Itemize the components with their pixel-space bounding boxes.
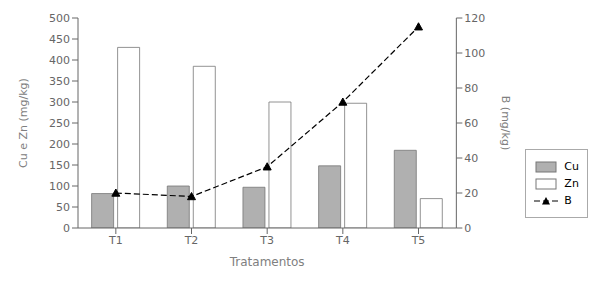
svg-text:T3: T3: [259, 234, 274, 247]
svg-text:500: 500: [49, 12, 70, 25]
svg-text:Cu e Zn (mg/kg): Cu e Zn (mg/kg): [17, 78, 30, 168]
svg-text:350: 350: [49, 75, 70, 88]
svg-text:150: 150: [49, 159, 70, 172]
svg-text:450: 450: [49, 33, 70, 46]
svg-text:T5: T5: [411, 234, 426, 247]
svg-text:40: 40: [464, 152, 478, 165]
svg-text:120: 120: [464, 12, 485, 25]
svg-text:50: 50: [56, 201, 70, 214]
svg-text:100: 100: [464, 47, 485, 60]
svg-text:20: 20: [464, 187, 478, 200]
svg-text:B (mg/kg): B (mg/kg): [499, 96, 512, 150]
svg-text:Tratamentos: Tratamentos: [229, 255, 305, 269]
svg-text:T4: T4: [335, 234, 350, 247]
html-text:B: B: [564, 194, 572, 207]
svg-text:0: 0: [464, 222, 471, 235]
svg-text:80: 80: [464, 82, 478, 95]
svg-text:T1: T1: [108, 234, 123, 247]
html-text:Cu: Cu: [564, 160, 579, 173]
html-text:Zn: Zn: [564, 177, 579, 190]
svg-text:400: 400: [49, 54, 70, 67]
svg-text:60: 60: [464, 117, 478, 130]
svg-text:100: 100: [49, 180, 70, 193]
svg-text:300: 300: [49, 96, 70, 109]
svg-text:250: 250: [49, 117, 70, 130]
svg-text:0: 0: [63, 222, 70, 235]
svg-text:T2: T2: [184, 234, 199, 247]
svg-text:200: 200: [49, 138, 70, 151]
